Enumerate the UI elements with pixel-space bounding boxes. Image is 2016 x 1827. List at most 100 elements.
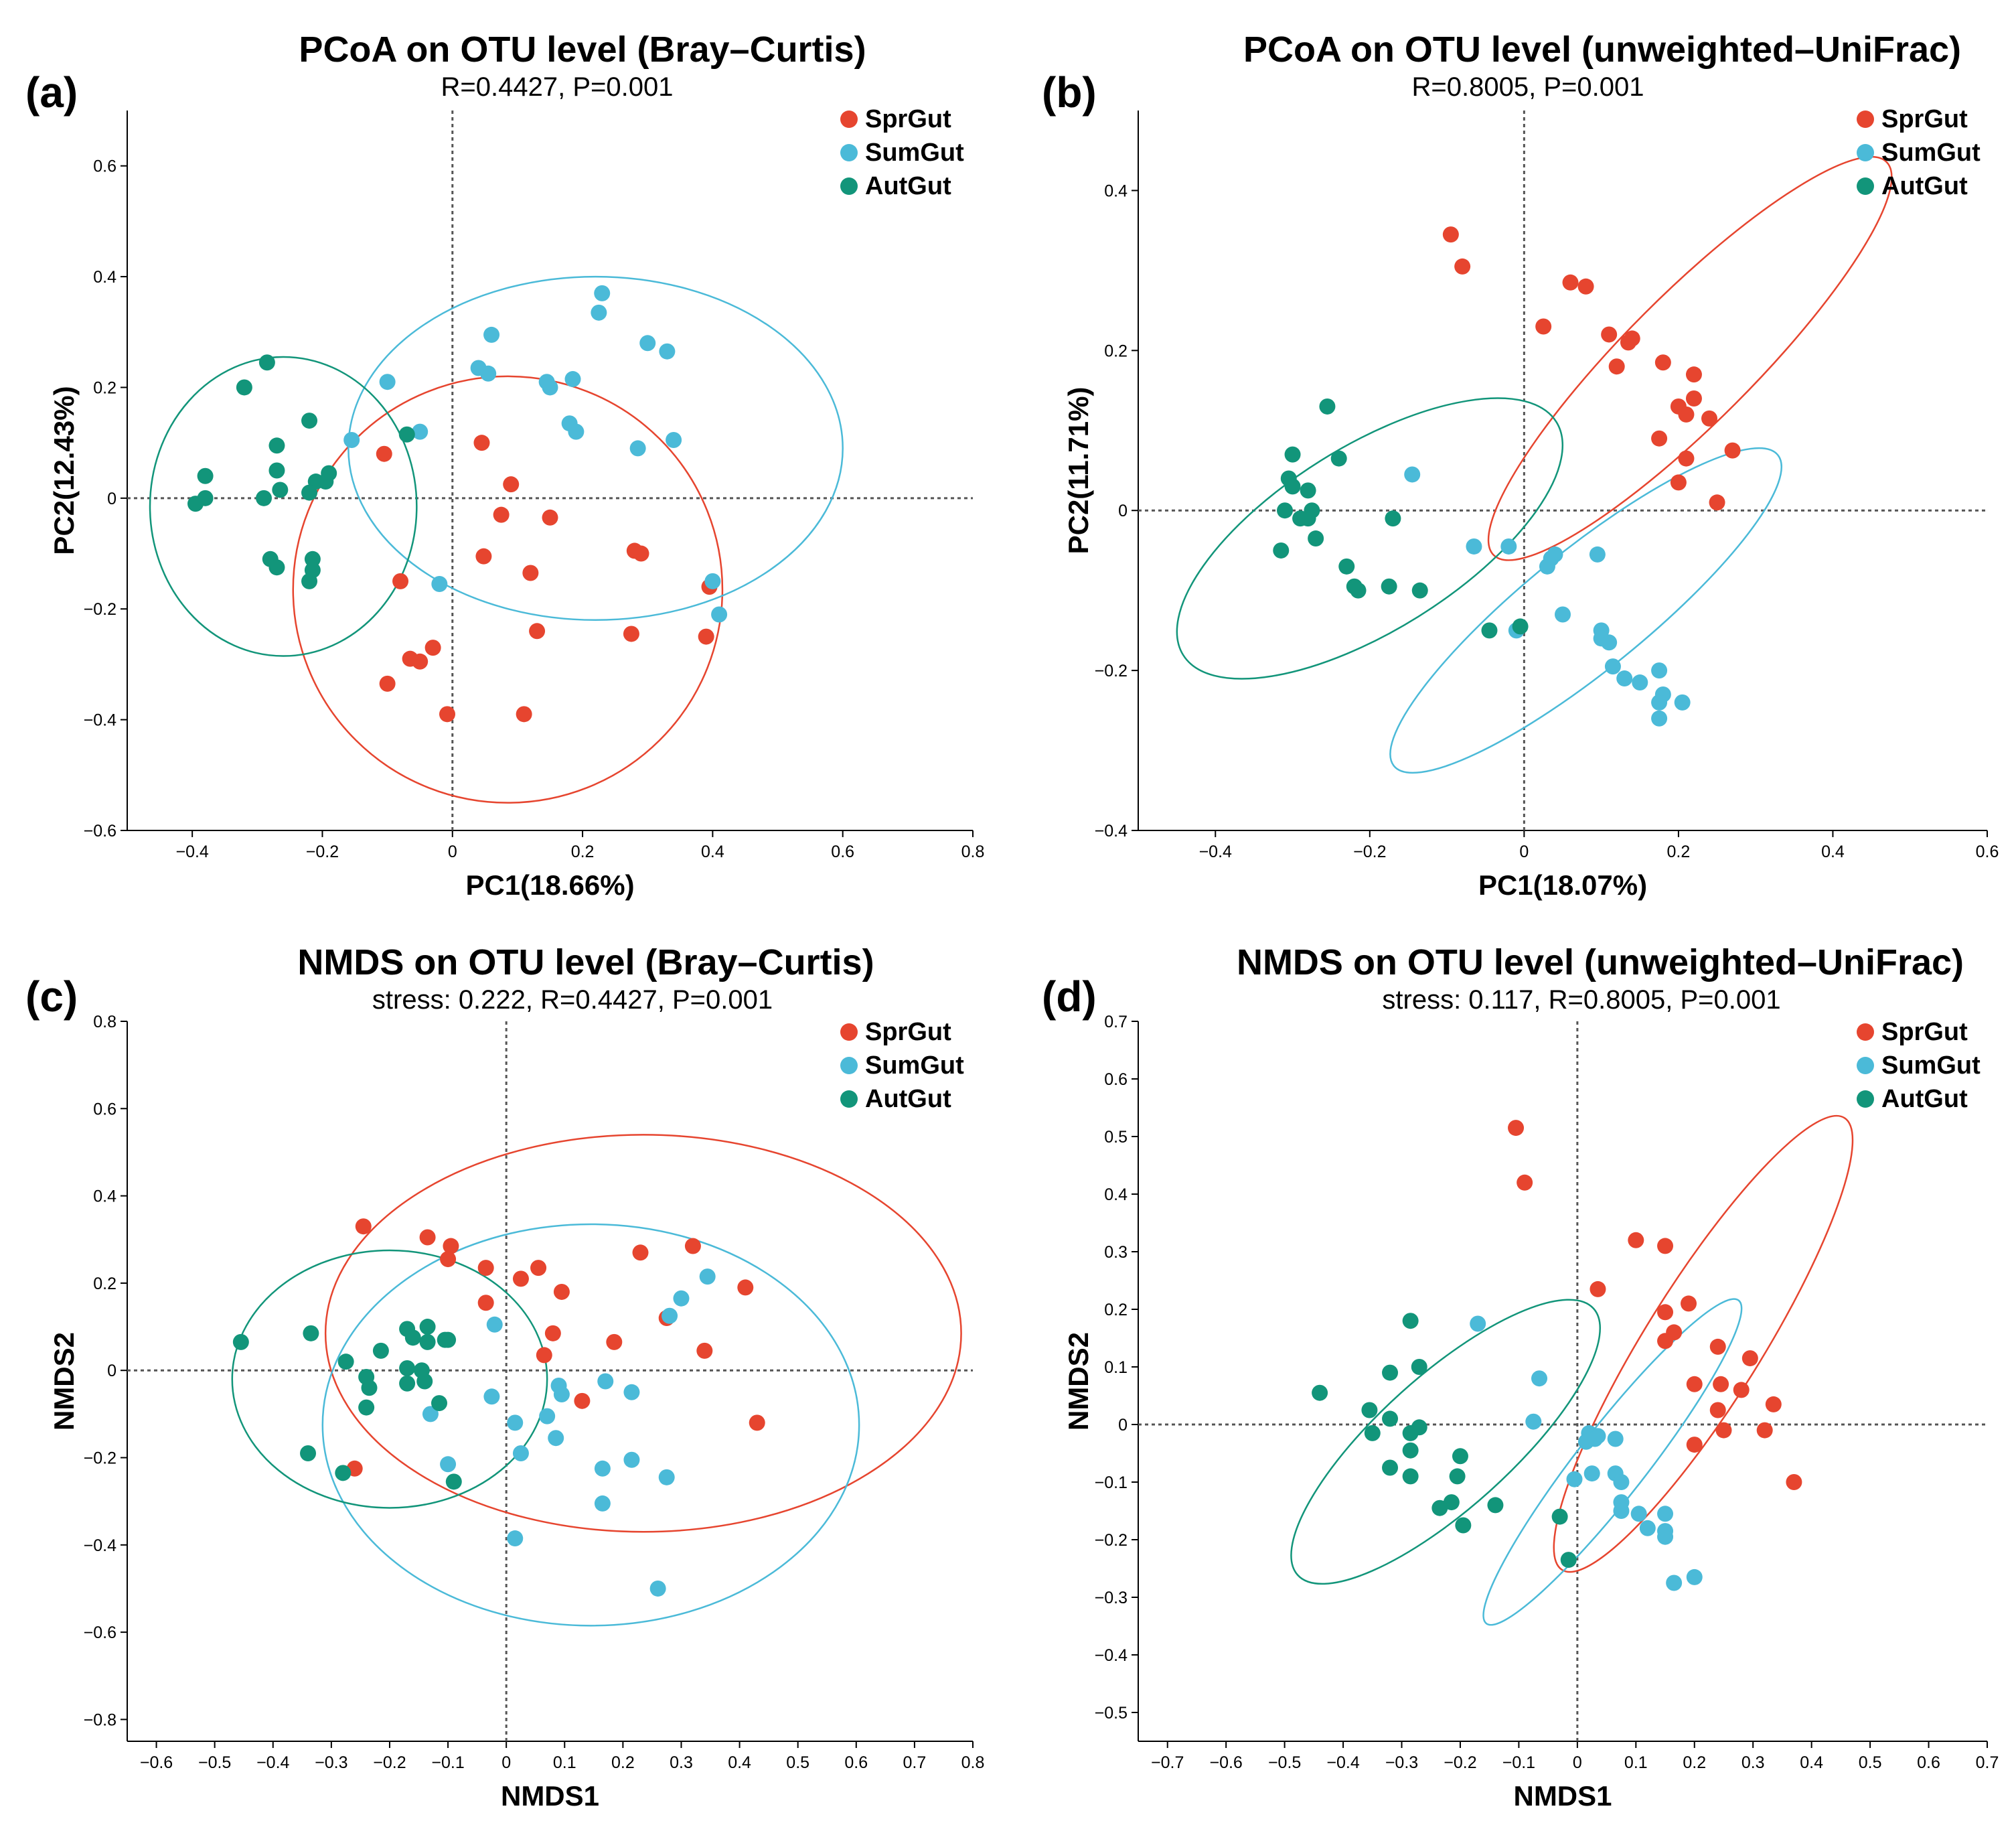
y-tick-label: 0.2 xyxy=(93,1274,117,1293)
y-tick-label: 0 xyxy=(107,490,117,508)
point-sprgut xyxy=(1709,494,1725,511)
point-sumgut xyxy=(711,606,728,623)
ellipse-sprgut xyxy=(292,375,724,804)
point-sumgut xyxy=(1604,658,1621,675)
point-sumgut xyxy=(1657,1528,1674,1545)
point-autgut xyxy=(1312,1384,1328,1401)
y-tick-label: −0.2 xyxy=(1095,1531,1128,1550)
point-sprgut xyxy=(1709,1338,1726,1355)
point-sprgut xyxy=(1508,1120,1525,1137)
y-tick-label: −0.1 xyxy=(1095,1473,1128,1492)
legend-label-sumgut: SumGut xyxy=(1881,139,1981,167)
panel-a: PCoA on OTU level (Bray–Curtis) R=0.4427… xyxy=(25,29,984,901)
point-sprgut xyxy=(503,476,520,493)
point-sprgut xyxy=(1535,318,1552,335)
point-sprgut xyxy=(516,706,532,723)
y-tick-label: −0.5 xyxy=(1095,1704,1128,1723)
x-tick-label: −0.1 xyxy=(431,1753,464,1772)
point-autgut xyxy=(431,1395,448,1412)
point-sumgut xyxy=(431,576,448,593)
ellipse-sumgut xyxy=(1482,1298,1743,1626)
point-autgut xyxy=(399,1375,416,1392)
ellipse-sprgut xyxy=(1553,1114,1854,1573)
point-autgut xyxy=(1512,618,1529,635)
point-sprgut xyxy=(1628,1232,1644,1248)
point-autgut xyxy=(236,379,252,396)
panel-letter: (a) xyxy=(25,68,78,117)
point-autgut xyxy=(1350,582,1367,599)
x-tick-label: 0.3 xyxy=(670,1753,693,1772)
x-tick-label: −0.2 xyxy=(373,1753,406,1772)
point-sprgut xyxy=(419,1229,436,1246)
panel-title: NMDS on OTU level (unweighted–UniFrac) xyxy=(1237,942,1964,982)
point-sumgut xyxy=(512,1445,529,1461)
y-tick-label: 0.2 xyxy=(1104,1301,1128,1319)
legend-marker-sprgut xyxy=(840,111,858,128)
x-tick-label: 0 xyxy=(501,1753,511,1772)
point-autgut xyxy=(187,496,204,512)
point-sprgut xyxy=(1589,1281,1606,1297)
legend-marker-sprgut xyxy=(840,1023,858,1041)
point-sprgut xyxy=(1670,474,1687,491)
y-tick-label: 0.6 xyxy=(93,1100,117,1118)
point-sumgut xyxy=(666,432,682,449)
panel-letter: (c) xyxy=(25,972,78,1021)
x-tick-label: 0.4 xyxy=(701,843,724,861)
point-sumgut xyxy=(591,304,607,321)
legend-label-sprgut: SprGut xyxy=(1881,1018,1968,1046)
point-sprgut xyxy=(1715,1422,1732,1439)
point-sumgut xyxy=(379,374,396,390)
x-tick-label: 0.3 xyxy=(1741,1753,1765,1772)
point-sprgut xyxy=(1657,1333,1674,1349)
panel-c: NMDS on OTU level (Bray–Curtis) stress: … xyxy=(25,942,984,1812)
y-tick-label: −0.3 xyxy=(1095,1589,1128,1607)
x-tick-label: 0.6 xyxy=(831,843,854,861)
point-sumgut xyxy=(1657,1506,1674,1522)
ellipse-sumgut xyxy=(1389,447,1782,774)
point-sprgut xyxy=(696,1342,713,1359)
x-tick-label: −0.5 xyxy=(198,1753,231,1772)
point-sumgut xyxy=(1589,546,1606,563)
panel-subtitle: R=0.8005, P=0.001 xyxy=(1412,72,1644,102)
point-autgut xyxy=(1560,1552,1577,1568)
point-sumgut xyxy=(1651,662,1668,679)
point-sprgut xyxy=(1741,1350,1758,1367)
x-tick-label: 0.6 xyxy=(844,1753,868,1772)
point-sprgut xyxy=(1517,1174,1533,1191)
x-tick-label: 0.1 xyxy=(1624,1753,1648,1772)
point-sprgut xyxy=(684,1238,701,1254)
x-axis-title: NMDS1 xyxy=(501,1780,599,1812)
point-sumgut xyxy=(1666,1575,1683,1591)
x-tick-label: 0.2 xyxy=(611,1753,635,1772)
point-sprgut xyxy=(1685,366,1702,383)
point-sprgut xyxy=(633,545,649,562)
point-sumgut xyxy=(662,1307,678,1324)
point-sumgut xyxy=(1539,558,1555,575)
point-autgut xyxy=(1330,450,1347,467)
ellipse-autgut xyxy=(1290,1299,1602,1585)
x-tick-label: −0.5 xyxy=(1268,1753,1301,1772)
point-autgut xyxy=(1284,446,1301,463)
legend-label-autgut: AutGut xyxy=(865,172,951,200)
legend-label-sprgut: SprGut xyxy=(865,105,951,133)
point-autgut xyxy=(1487,1497,1504,1514)
point-sumgut xyxy=(483,326,500,343)
point-sprgut xyxy=(698,628,714,645)
point-autgut xyxy=(268,437,285,454)
y-tick-label: 0.4 xyxy=(93,1187,117,1206)
x-tick-label: 0.2 xyxy=(571,843,595,861)
point-sprgut xyxy=(574,1392,591,1409)
point-sumgut xyxy=(1404,466,1421,483)
panel-subtitle: stress: 0.222, R=0.4427, P=0.001 xyxy=(372,985,773,1015)
y-tick-label: −0.4 xyxy=(1095,1646,1128,1665)
point-sumgut xyxy=(1531,1370,1548,1387)
ellipse-sprgut xyxy=(1487,155,1893,561)
ellipse-autgut xyxy=(231,1249,548,1509)
y-tick-label: 0 xyxy=(1118,1416,1128,1435)
legend-label-sprgut: SprGut xyxy=(865,1018,951,1046)
point-sprgut xyxy=(376,445,392,462)
point-sumgut xyxy=(649,1580,666,1597)
point-autgut xyxy=(1284,478,1301,495)
legend-label-sumgut: SumGut xyxy=(865,139,964,167)
y-tick-label: −0.4 xyxy=(84,711,117,730)
